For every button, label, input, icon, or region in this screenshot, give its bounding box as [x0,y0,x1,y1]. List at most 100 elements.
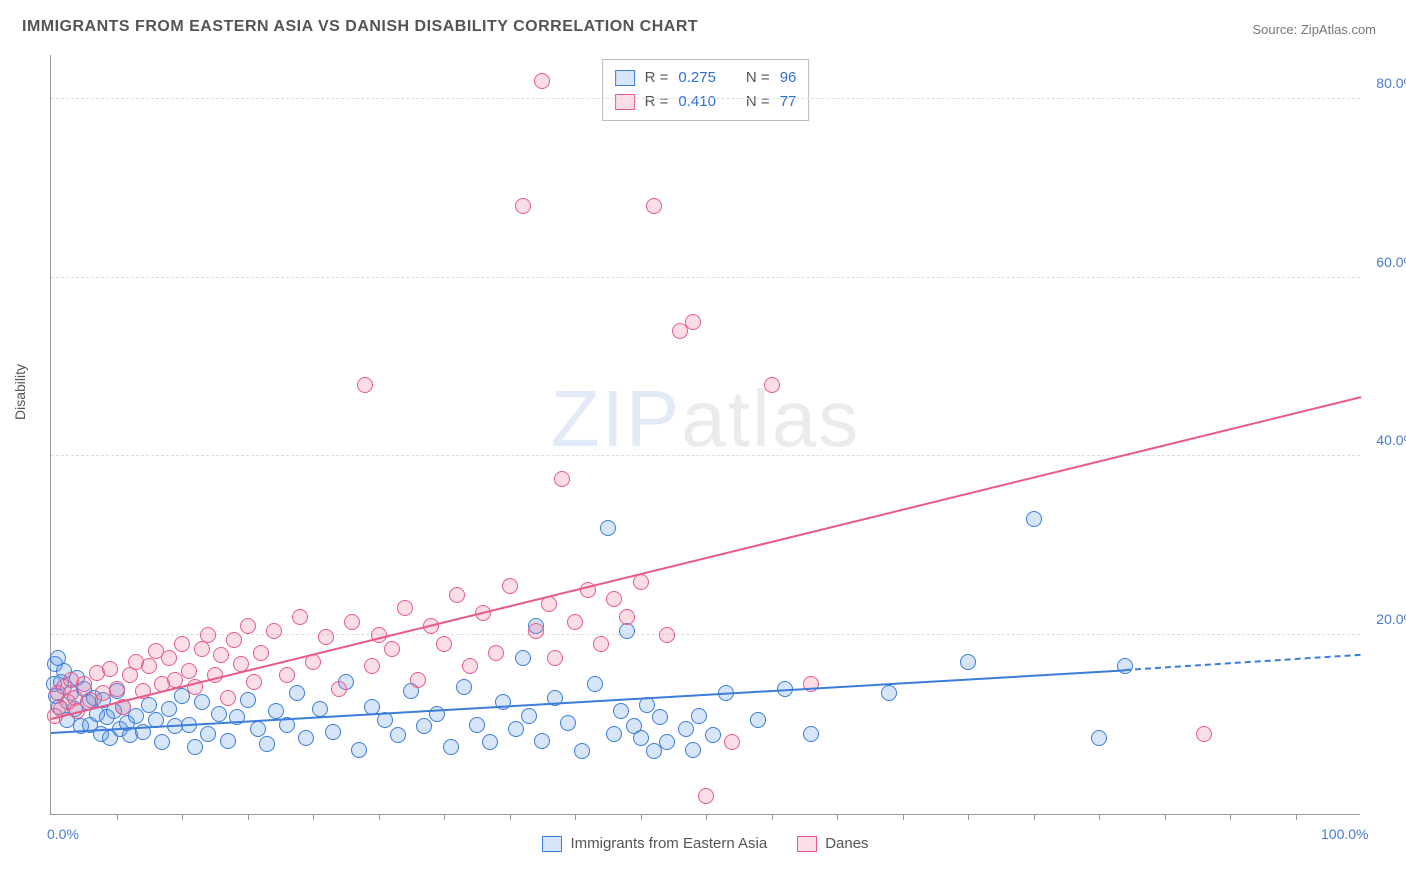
scatter-point-danes [279,667,295,683]
n-value: 77 [780,90,797,114]
scatter-point-immigrants [141,697,157,713]
scatter-point-immigrants [587,676,603,692]
scatter-point-immigrants [443,739,459,755]
x-minor-tick [575,814,576,820]
n-value: 96 [780,66,797,90]
r-label: R = [645,66,669,90]
scatter-point-immigrants [351,742,367,758]
scatter-point-danes [102,661,118,677]
scatter-point-immigrants [312,701,328,717]
scatter-point-immigrants [678,721,694,737]
scatter-point-danes [462,658,478,674]
trend-line-extrapolated [1125,654,1361,671]
scatter-point-danes [554,471,570,487]
y-tick-label: 20.0% [1376,611,1406,627]
scatter-point-immigrants [521,708,537,724]
series-legend: Immigrants from Eastern Asia Danes [51,835,1360,852]
scatter-point-immigrants [390,727,406,743]
scatter-point-immigrants [960,654,976,670]
scatter-plot: ZIPatlas R =0.275N =96R =0.410N =77 Immi… [50,55,1360,815]
scatter-point-danes [528,623,544,639]
scatter-point-immigrants [750,712,766,728]
scatter-point-immigrants [691,708,707,724]
scatter-point-immigrants [613,703,629,719]
scatter-point-danes [246,674,262,690]
scatter-point-danes [515,198,531,214]
scatter-point-danes [397,600,413,616]
x-minor-tick [772,814,773,820]
scatter-point-immigrants [1117,658,1133,674]
scatter-point-immigrants [515,650,531,666]
scatter-point-immigrants [194,694,210,710]
scatter-point-danes [181,663,197,679]
scatter-point-immigrants [289,685,305,701]
scatter-point-immigrants [200,726,216,742]
scatter-point-danes [534,73,550,89]
chart-title: IMMIGRANTS FROM EASTERN ASIA VS DANISH D… [22,18,698,36]
scatter-point-danes [76,676,92,692]
scatter-point-danes [174,636,190,652]
legend-item-danes: Danes [797,835,868,852]
scatter-point-danes [161,650,177,666]
x-minor-tick [313,814,314,820]
x-minor-tick [837,814,838,820]
r-value: 0.275 [678,66,716,90]
scatter-point-immigrants [508,721,524,737]
scatter-point-danes [384,641,400,657]
scatter-point-danes [646,198,662,214]
scatter-point-immigrants [1026,511,1042,527]
x-minor-tick [1034,814,1035,820]
scatter-point-danes [606,591,622,607]
r-label: R = [645,90,669,114]
x-minor-tick [379,814,380,820]
scatter-point-immigrants [652,709,668,725]
scatter-point-danes [266,623,282,639]
scatter-point-immigrants [803,726,819,742]
scatter-point-immigrants [1091,730,1107,746]
scatter-point-danes [344,614,360,630]
scatter-point-immigrants [482,734,498,750]
x-minor-tick [706,814,707,820]
n-label: N = [746,90,770,114]
scatter-point-immigrants [600,520,616,536]
scatter-point-immigrants [250,721,266,737]
legend-swatch [615,70,635,86]
legend-item-immigrants: Immigrants from Eastern Asia [542,835,767,852]
scatter-point-danes [253,645,269,661]
gridline [51,634,1360,635]
r-value: 0.410 [678,90,716,114]
gridline [51,98,1360,99]
scatter-point-danes [488,645,504,661]
scatter-point-danes [240,618,256,634]
scatter-point-danes [213,647,229,663]
x-minor-tick [1165,814,1166,820]
scatter-point-danes [685,314,701,330]
scatter-point-immigrants [685,742,701,758]
scatter-point-danes [593,636,609,652]
scatter-point-danes [410,672,426,688]
x-tick-label: 100.0% [1321,826,1368,842]
x-minor-tick [1230,814,1231,820]
scatter-point-immigrants [606,726,622,742]
scatter-point-danes [724,734,740,750]
x-tick-label: 0.0% [47,826,79,842]
scatter-point-immigrants [259,736,275,752]
n-label: N = [746,66,770,90]
y-tick-label: 60.0% [1376,254,1406,270]
watermark: ZIPatlas [551,373,860,465]
scatter-point-danes [619,609,635,625]
scatter-point-danes [318,629,334,645]
scatter-point-immigrants [154,734,170,750]
scatter-point-immigrants [416,718,432,734]
scatter-point-danes [698,788,714,804]
source-attribution: Source: ZipAtlas.com [1252,22,1376,37]
scatter-point-immigrants [456,679,472,695]
scatter-point-danes [109,681,125,697]
x-minor-tick [510,814,511,820]
legend-label: Danes [825,835,868,852]
scatter-point-immigrants [705,727,721,743]
y-axis-label: Disability [12,364,28,420]
scatter-point-danes [567,614,583,630]
scatter-point-danes [226,632,242,648]
x-minor-tick [968,814,969,820]
